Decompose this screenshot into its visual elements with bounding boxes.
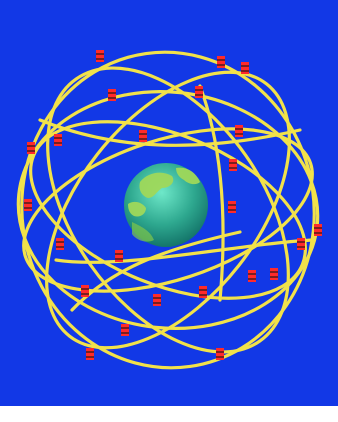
satellite-icon: [108, 89, 116, 101]
satellite-icon: [270, 268, 278, 280]
orbit-ring: [46, 66, 290, 354]
orbit-front-segment: [198, 84, 225, 302]
satellite-icon: [56, 238, 64, 250]
satellite-icon: [199, 286, 207, 298]
satellite-icon: [115, 250, 123, 262]
satellite-icon: [248, 270, 256, 282]
satellite-icon: [195, 86, 203, 98]
satellite-icon: [54, 134, 62, 146]
orbit-ring: [45, 70, 291, 350]
satellite-icon: [27, 142, 35, 154]
satellites: [24, 50, 322, 360]
satellite-icon: [24, 199, 32, 211]
satellite-icon: [139, 130, 147, 142]
orbit-front-segment: [54, 238, 314, 264]
satellite-icon: [314, 224, 322, 236]
satellite-icon: [81, 285, 89, 297]
satellite-icon: [217, 56, 225, 68]
earth-globe-icon: [124, 163, 208, 247]
satellite-icon: [241, 62, 249, 74]
satellite-icon: [297, 238, 305, 250]
satellite-icon: [121, 324, 129, 336]
satellite-icon: [96, 50, 104, 62]
satellite-icon: [228, 201, 236, 213]
orbit-front-segment: [38, 118, 302, 147]
satellite-icon: [153, 294, 161, 306]
satellite-icon: [229, 159, 237, 171]
satellite-icon: [235, 125, 243, 137]
satellite-icon: [86, 348, 94, 360]
satellite-icon: [216, 348, 224, 360]
